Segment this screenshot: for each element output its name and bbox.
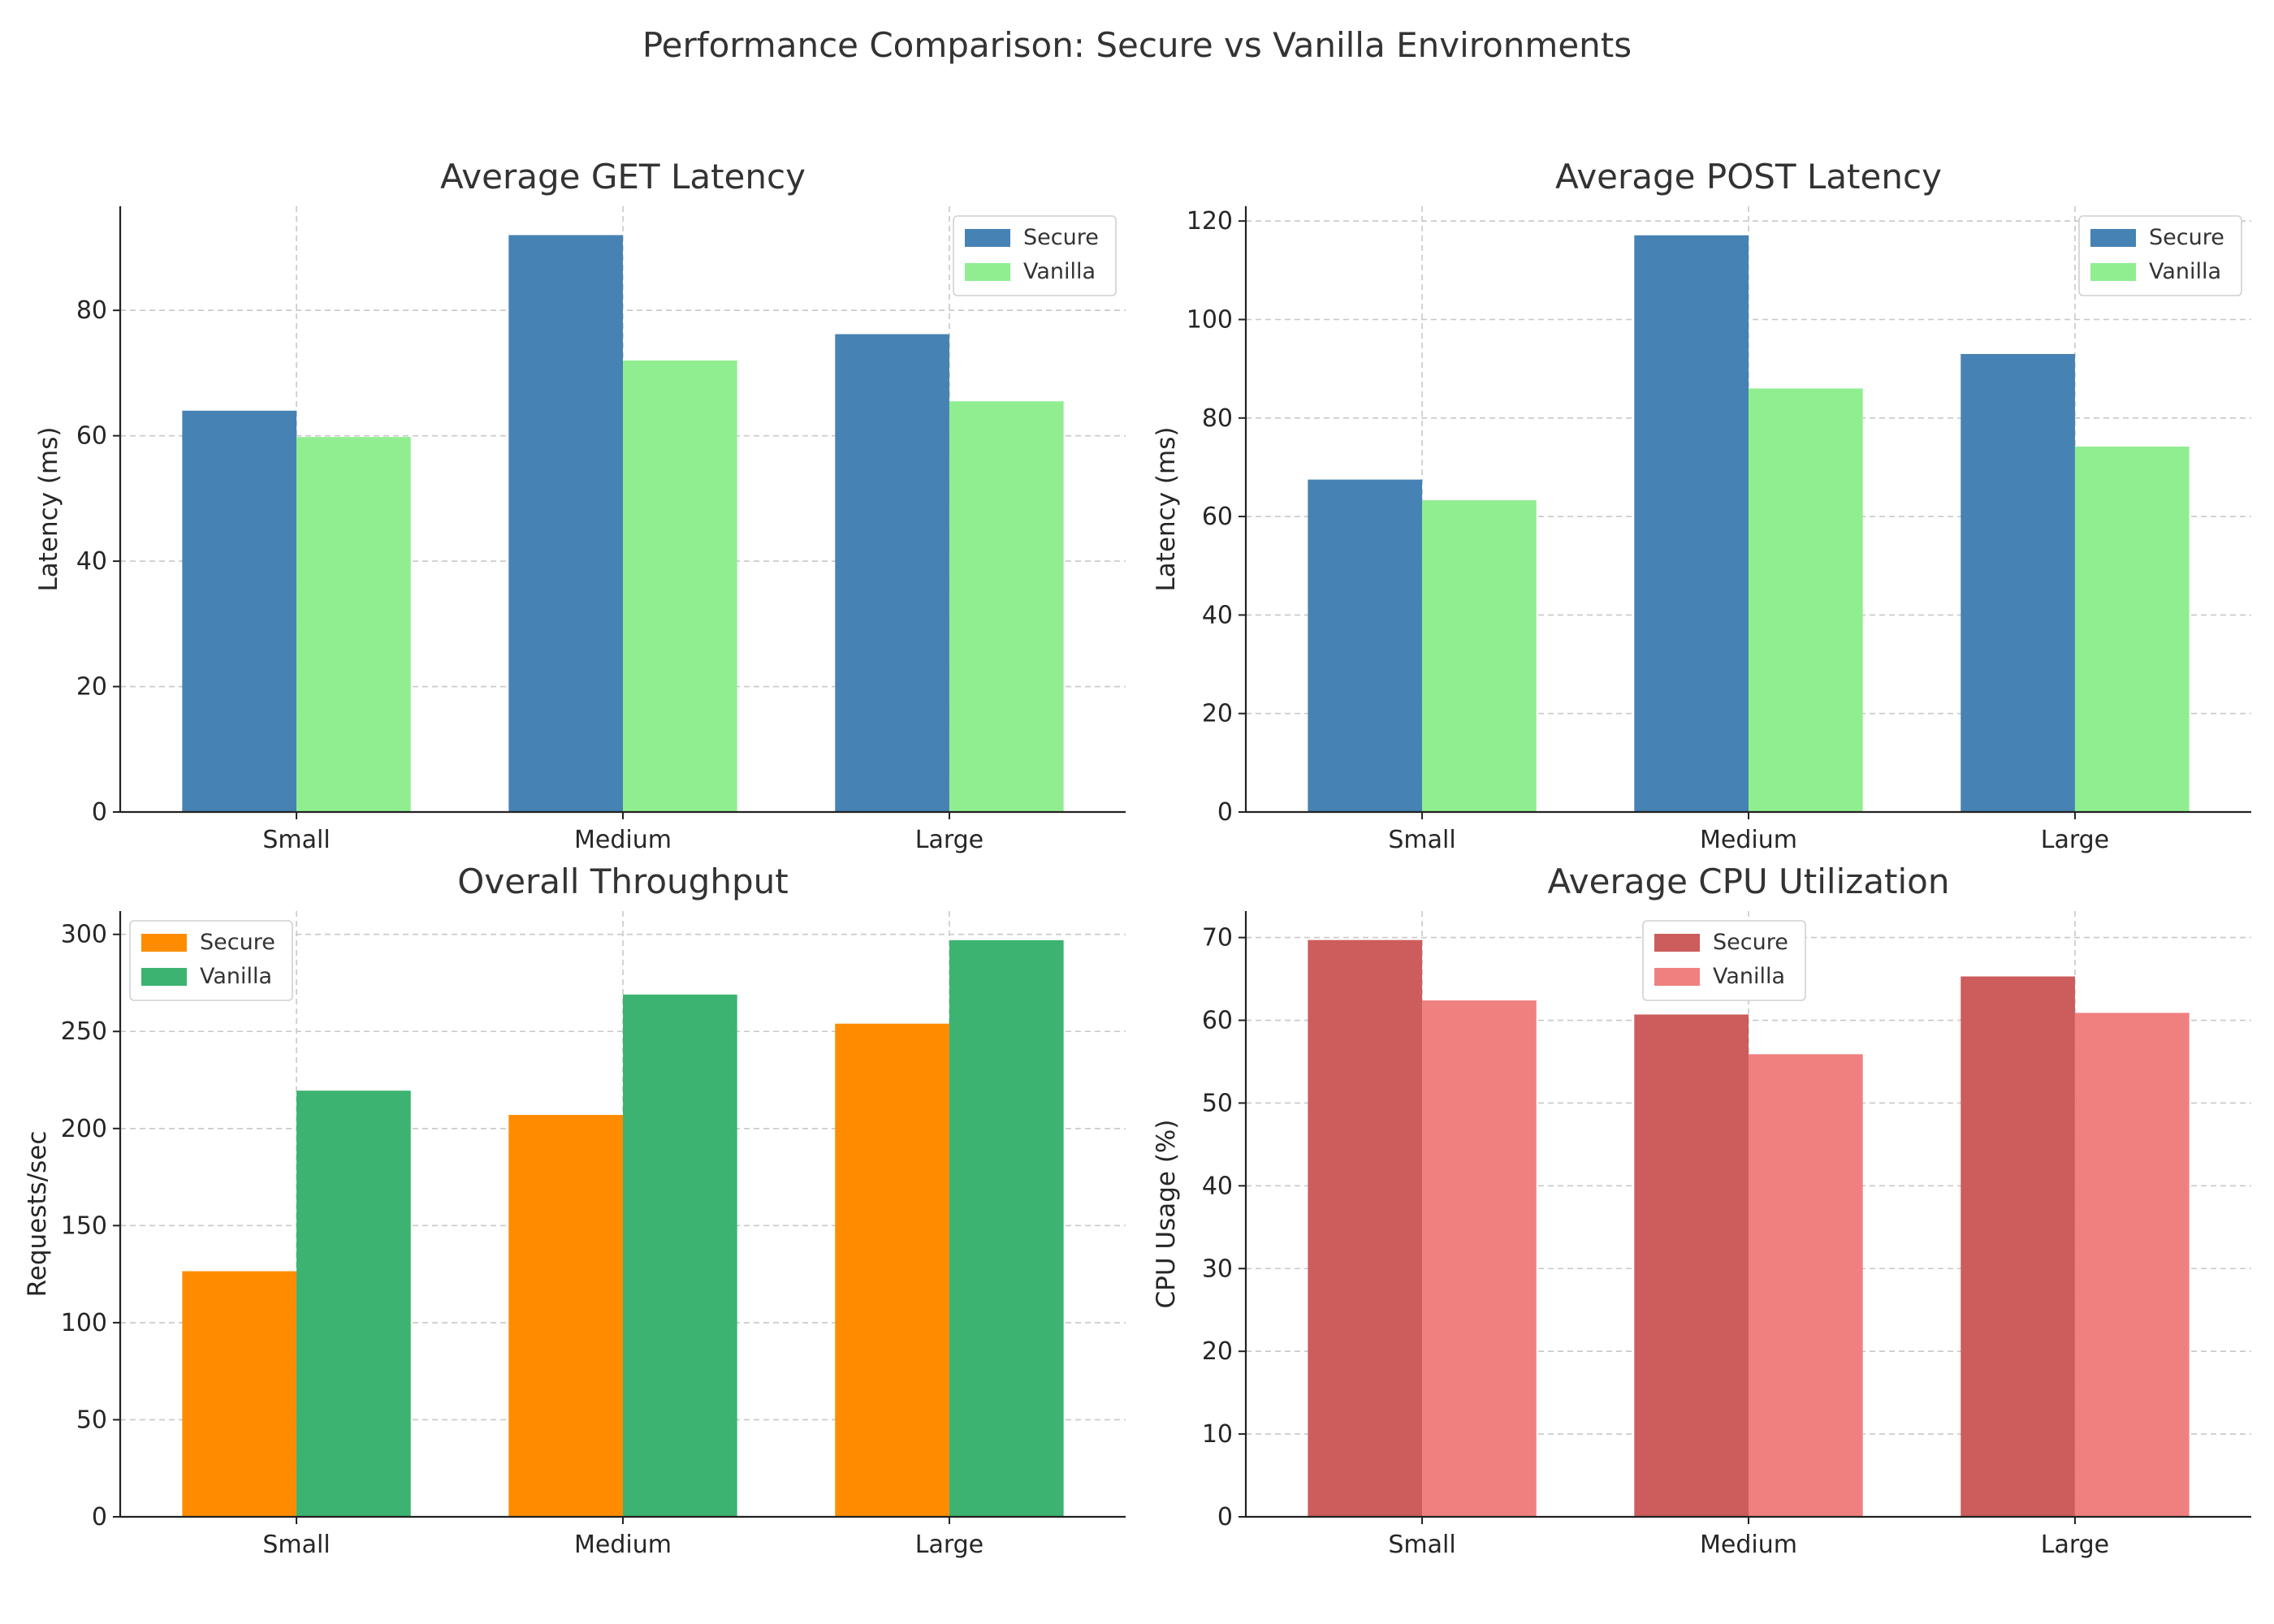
y-tick-label: 40: [76, 547, 107, 576]
bar-secure-large: [835, 334, 949, 812]
chart-panel-2: 0 20 40 60 80 100 120 Small Medium Large Latency (…: [1152, 157, 2251, 854]
x-tick-label: Large: [2041, 1531, 2109, 1559]
legend-swatch-vanilla: [965, 263, 1010, 281]
bar-secure-large: [1961, 976, 2075, 1517]
y-tick-label: 20: [1202, 1337, 1233, 1366]
y-tick-label: 200: [61, 1115, 107, 1143]
legend-label-vanilla: Vanilla: [1023, 259, 1096, 284]
panel-title: Average POST Latency: [1555, 157, 1942, 197]
bar-vanilla-medium: [1749, 388, 1863, 812]
x-tick-label: Small: [262, 826, 330, 854]
bar-secure-large: [1961, 353, 2075, 812]
legend-swatch-secure: [2090, 229, 2136, 247]
bar-secure-small: [1308, 939, 1423, 1517]
y-tick-label: 80: [1202, 404, 1233, 433]
bar-vanilla-small: [296, 1091, 411, 1517]
bar-secure-medium: [508, 1115, 623, 1517]
y-axis-label: Latency (ms): [34, 427, 63, 592]
legend: Secure Vanilla: [129, 920, 293, 1001]
y-tick-label: 60: [1202, 503, 1233, 531]
bar-vanilla-small: [296, 437, 411, 812]
legend-label-vanilla: Vanilla: [2149, 259, 2221, 284]
y-tick-label: 250: [61, 1017, 107, 1046]
bar-vanilla-medium: [623, 360, 737, 812]
figure-title: Performance Comparison: Secure vs Vanill…: [642, 25, 1632, 65]
bar-secure-medium: [1634, 1014, 1749, 1517]
y-tick-label: 30: [1202, 1255, 1233, 1283]
legend-label-vanilla: Vanilla: [1713, 964, 1785, 989]
x-tick-label: Medium: [574, 1531, 672, 1559]
legend: Secure Vanilla: [953, 215, 1117, 296]
legend-label-secure: Secure: [1713, 930, 1788, 955]
legend-swatch-secure: [965, 229, 1010, 247]
x-tick-label: Medium: [1700, 1531, 1797, 1559]
legend-label-secure: Secure: [2149, 225, 2224, 250]
chart-panel-4: 0 10 20 30 40 50 60 70 Small Medium Large CPU Usage…: [1152, 862, 2251, 1559]
y-tick-label: 20: [76, 673, 107, 702]
bar-vanilla-large: [2074, 1013, 2190, 1517]
panel-title: Average CPU Utilization: [1547, 862, 1949, 901]
y-tick-label: 80: [76, 296, 107, 325]
y-tick-label: 10: [1202, 1420, 1233, 1449]
y-tick-label: 100: [1187, 305, 1233, 334]
panel-title: Overall Throughput: [457, 862, 788, 901]
legend-label-secure: Secure: [1023, 225, 1099, 250]
y-tick-label: 50: [1202, 1089, 1233, 1117]
chart-panel-1: 0 20 40 60 80 Small Medium Large Latency (ms) Ave…: [34, 157, 1126, 854]
y-axis-label: Latency (ms): [1152, 427, 1181, 592]
x-tick-label: Medium: [1700, 826, 1797, 854]
x-tick-label: Small: [262, 1531, 330, 1559]
y-axis-label: CPU Usage (%): [1152, 1120, 1181, 1309]
legend-label-secure: Secure: [200, 930, 275, 955]
x-tick-label: Medium: [574, 826, 672, 854]
bar-secure-small: [182, 410, 297, 812]
bar-vanilla-large: [2074, 446, 2190, 812]
y-tick-label: 40: [1202, 601, 1233, 629]
bar-secure-medium: [508, 235, 623, 812]
y-tick-label: 20: [1202, 700, 1233, 728]
y-tick-label: 50: [76, 1406, 107, 1434]
bar-vanilla-large: [949, 401, 1064, 812]
x-tick-label: Large: [915, 1531, 984, 1559]
bar-vanilla-small: [1422, 500, 1537, 812]
y-axis-label: Requests/sec: [23, 1131, 52, 1298]
y-tick-label: 0: [1217, 1503, 1233, 1531]
chart-panel-3: 0 50 100 150 200 250 300 Small Medium Large Reques…: [23, 862, 1126, 1559]
y-tick-label: 40: [1202, 1172, 1233, 1200]
panel-title: Average GET Latency: [440, 157, 806, 197]
x-tick-label: Small: [1388, 1531, 1455, 1559]
bar-vanilla-small: [1422, 1000, 1537, 1517]
legend-swatch-secure: [1654, 934, 1700, 952]
legend: Secure Vanilla: [2078, 215, 2242, 296]
y-tick-label: 60: [76, 422, 107, 451]
bar-secure-small: [182, 1271, 297, 1517]
bar-secure-large: [835, 1023, 949, 1517]
bar-vanilla-medium: [623, 994, 737, 1517]
legend-swatch-vanilla: [1654, 968, 1700, 986]
bar-secure-medium: [1634, 235, 1749, 812]
bar-vanilla-medium: [1749, 1054, 1863, 1517]
legend: Secure Vanilla: [1642, 920, 1806, 1001]
y-tick-label: 150: [61, 1212, 107, 1240]
legend-swatch-secure: [141, 934, 187, 952]
y-tick-label: 70: [1202, 924, 1233, 952]
legend-swatch-vanilla: [141, 968, 187, 986]
bar-secure-small: [1308, 479, 1423, 812]
y-tick-label: 120: [1187, 207, 1233, 235]
y-tick-label: 100: [61, 1309, 107, 1337]
y-tick-label: 0: [92, 798, 107, 827]
y-tick-label: 300: [61, 921, 107, 949]
bar-vanilla-large: [949, 939, 1064, 1517]
legend-swatch-vanilla: [2090, 263, 2136, 281]
y-tick-label: 0: [92, 1503, 107, 1531]
x-tick-label: Small: [1388, 826, 1455, 854]
legend-label-vanilla: Vanilla: [200, 964, 272, 989]
y-tick-label: 0: [1217, 798, 1233, 827]
x-tick-label: Large: [915, 826, 984, 854]
y-tick-label: 60: [1202, 1007, 1233, 1035]
x-tick-label: Large: [2041, 826, 2109, 854]
